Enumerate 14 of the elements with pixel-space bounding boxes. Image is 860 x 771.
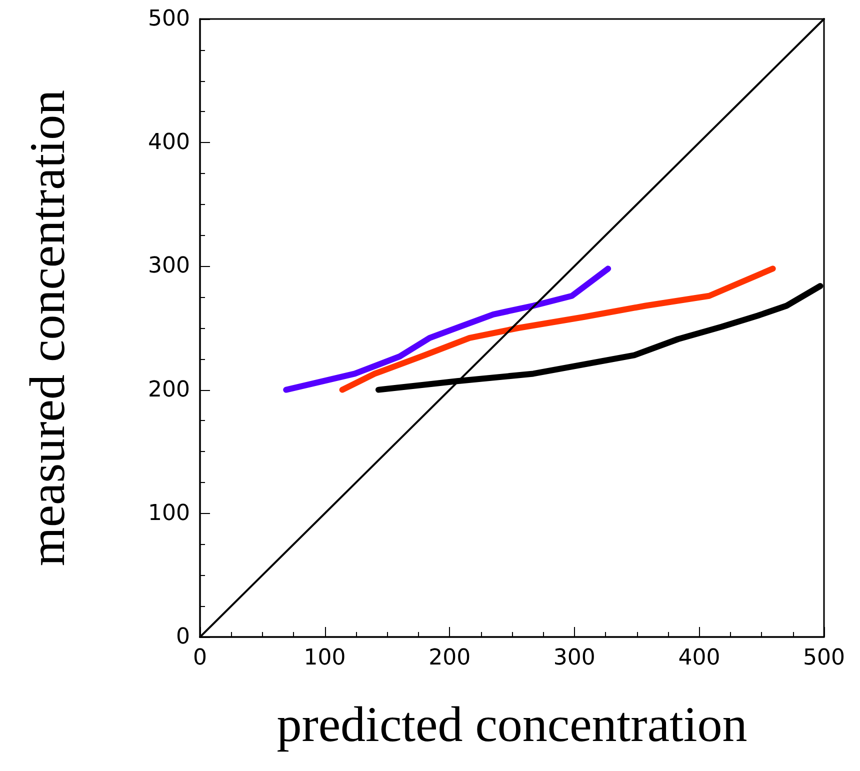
y-tick-label: 300 [148,254,190,279]
x-tick-label: 100 [304,646,346,670]
x-tick-label: 200 [428,646,471,670]
x-axis-title: predicted concentration [276,696,748,752]
y-tick-label: 0 [176,624,190,650]
y-tick-label: 100 [148,500,190,526]
x-tick-label: 300 [553,646,596,670]
x-tick-label: 400 [678,646,720,670]
y-tick-label: 400 [148,130,190,156]
x-tick-label: 500 [803,646,845,670]
x-tick-label: 0 [193,646,207,670]
y-tick-label: 500 [148,6,190,32]
y-tick-label: 200 [148,377,190,402]
y-axis-title: measured concentration [19,90,75,566]
